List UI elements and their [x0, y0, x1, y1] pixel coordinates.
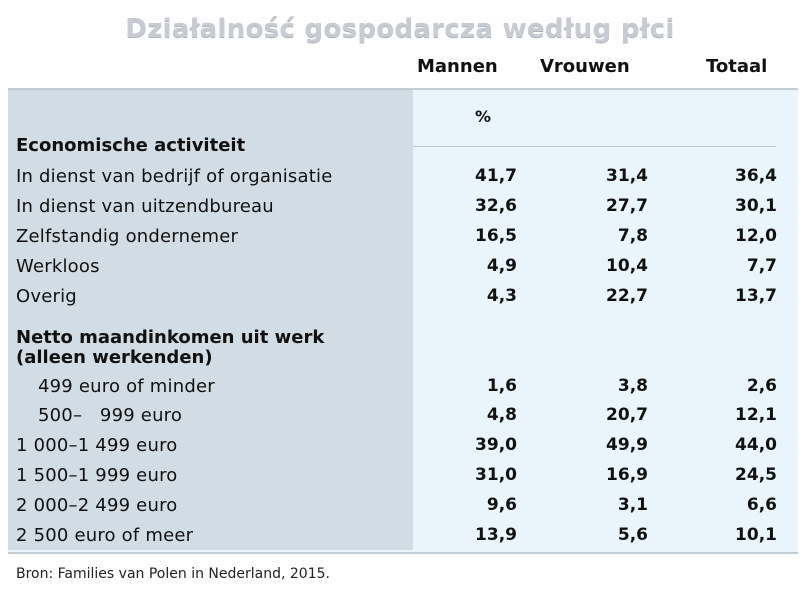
row-label: 500– 999 euro [38, 405, 183, 426]
section-heading-net-income: Netto maandinkomen uit werk (alleen werk… [16, 328, 324, 368]
table-row: In dienst van uitzendbureau 32,6 27,7 30… [0, 196, 800, 224]
row-label: 1 500–1 999 euro [16, 465, 178, 486]
table-row: 500– 999 euro 4,8 20,7 12,1 [0, 405, 800, 433]
value-mannen: 41,7 [475, 166, 517, 186]
value-totaal: 13,7 [735, 286, 777, 306]
row-label: Overig [16, 286, 77, 307]
row-label: 2 000–2 499 euro [16, 495, 178, 516]
value-mannen: 13,9 [475, 525, 517, 545]
table-row: Overig 4,3 22,7 13,7 [0, 286, 800, 314]
value-mannen: 4,3 [486, 286, 517, 306]
value-totaal: 2,6 [746, 376, 777, 396]
section-heading-line: Netto maandinkomen uit werk [16, 327, 325, 348]
value-mannen: 39,0 [475, 435, 517, 455]
value-totaal: 10,1 [735, 525, 777, 545]
value-totaal: 24,5 [735, 465, 777, 485]
table-row: 2 500 euro of meer 13,9 5,6 10,1 [0, 525, 800, 553]
row-label: 1 000–1 499 euro [16, 435, 178, 456]
value-totaal: 36,4 [735, 166, 777, 186]
table-row: Zelfstandig ondernemer 16,5 7,8 12,0 [0, 226, 800, 254]
label-column-background [8, 90, 413, 550]
row-label: Werkloos [16, 256, 100, 277]
value-totaal: 6,6 [746, 495, 777, 515]
column-header-totaal: Totaal [706, 56, 768, 77]
value-mannen: 31,0 [475, 465, 517, 485]
value-mannen: 9,6 [486, 495, 517, 515]
table-row: 499 euro of minder 1,6 3,8 2,6 [0, 376, 800, 404]
row-label: In dienst van bedrijf of organisatie [16, 166, 333, 187]
column-header-mannen: Mannen [417, 56, 498, 77]
value-mannen: 16,5 [475, 226, 517, 246]
value-totaal: 7,7 [746, 256, 777, 276]
column-header-vrouwen: Vrouwen [540, 56, 630, 77]
table-row: 1 000–1 499 euro 39,0 49,9 44,0 [0, 435, 800, 463]
section-heading-economic-activity: Economische activiteit [16, 136, 245, 156]
value-vrouwen: 22,7 [606, 286, 648, 306]
value-vrouwen: 31,4 [606, 166, 648, 186]
value-mannen: 4,9 [486, 256, 517, 276]
value-vrouwen: 3,1 [617, 495, 648, 515]
value-totaal: 30,1 [735, 196, 777, 216]
value-mannen: 32,6 [475, 196, 517, 216]
table-row: 2 000–2 499 euro 9,6 3,1 6,6 [0, 495, 800, 523]
unit-label: % [475, 107, 492, 126]
value-vrouwen: 20,7 [606, 405, 648, 425]
value-totaal: 44,0 [735, 435, 777, 455]
value-totaal: 12,1 [735, 405, 777, 425]
section-heading-line: (alleen werkenden) [16, 347, 213, 368]
value-vrouwen: 49,9 [606, 435, 648, 455]
value-totaal: 12,0 [735, 226, 777, 246]
table-row: 1 500–1 999 euro 31,0 16,9 24,5 [0, 465, 800, 493]
value-vrouwen: 16,9 [606, 465, 648, 485]
table-row: Werkloos 4,9 10,4 7,7 [0, 256, 800, 284]
row-label: In dienst van uitzendbureau [16, 196, 274, 217]
page-title: Działalność gospodarcza według płci [125, 14, 675, 44]
source-note: Bron: Families van Polen in Nederland, 2… [16, 566, 330, 582]
value-mannen: 1,6 [486, 376, 517, 396]
section-heading-line: Economische activiteit [16, 135, 246, 156]
value-vrouwen: 10,4 [606, 256, 648, 276]
header-divider [413, 146, 776, 147]
row-label: Zelfstandig ondernemer [16, 226, 239, 247]
value-mannen: 4,8 [486, 405, 517, 425]
table-row: In dienst van bedrijf of organisatie 41,… [0, 166, 800, 194]
row-label: 2 500 euro of meer [16, 525, 194, 546]
value-vrouwen: 5,6 [617, 525, 648, 545]
value-vrouwen: 7,8 [617, 226, 648, 246]
value-vrouwen: 3,8 [617, 376, 648, 396]
value-vrouwen: 27,7 [606, 196, 648, 216]
row-label: 499 euro of minder [38, 376, 215, 397]
